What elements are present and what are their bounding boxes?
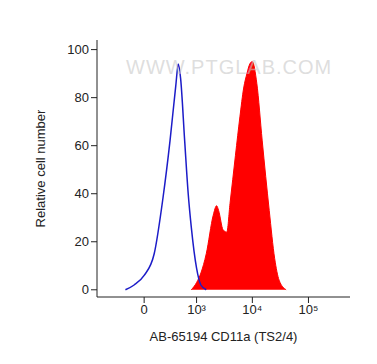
svg-text:0: 0 — [82, 282, 89, 297]
svg-text:10⁴: 10⁴ — [242, 302, 262, 317]
svg-text:80: 80 — [75, 90, 89, 105]
svg-text:40: 40 — [75, 186, 89, 201]
svg-text:60: 60 — [75, 138, 89, 153]
svg-text:10⁵: 10⁵ — [299, 302, 319, 317]
svg-text:100: 100 — [67, 42, 89, 57]
svg-text:AB-65194 CD11a (TS2/4): AB-65194 CD11a (TS2/4) — [150, 329, 298, 344]
svg-text:20: 20 — [75, 234, 89, 249]
svg-text:Relative cell number: Relative cell number — [33, 109, 48, 227]
svg-text:10³: 10³ — [187, 302, 206, 317]
svg-text:0: 0 — [141, 302, 148, 317]
html-text:WWW.PTGLAB.COM: WWW.PTGLAB.COM — [126, 56, 333, 78]
